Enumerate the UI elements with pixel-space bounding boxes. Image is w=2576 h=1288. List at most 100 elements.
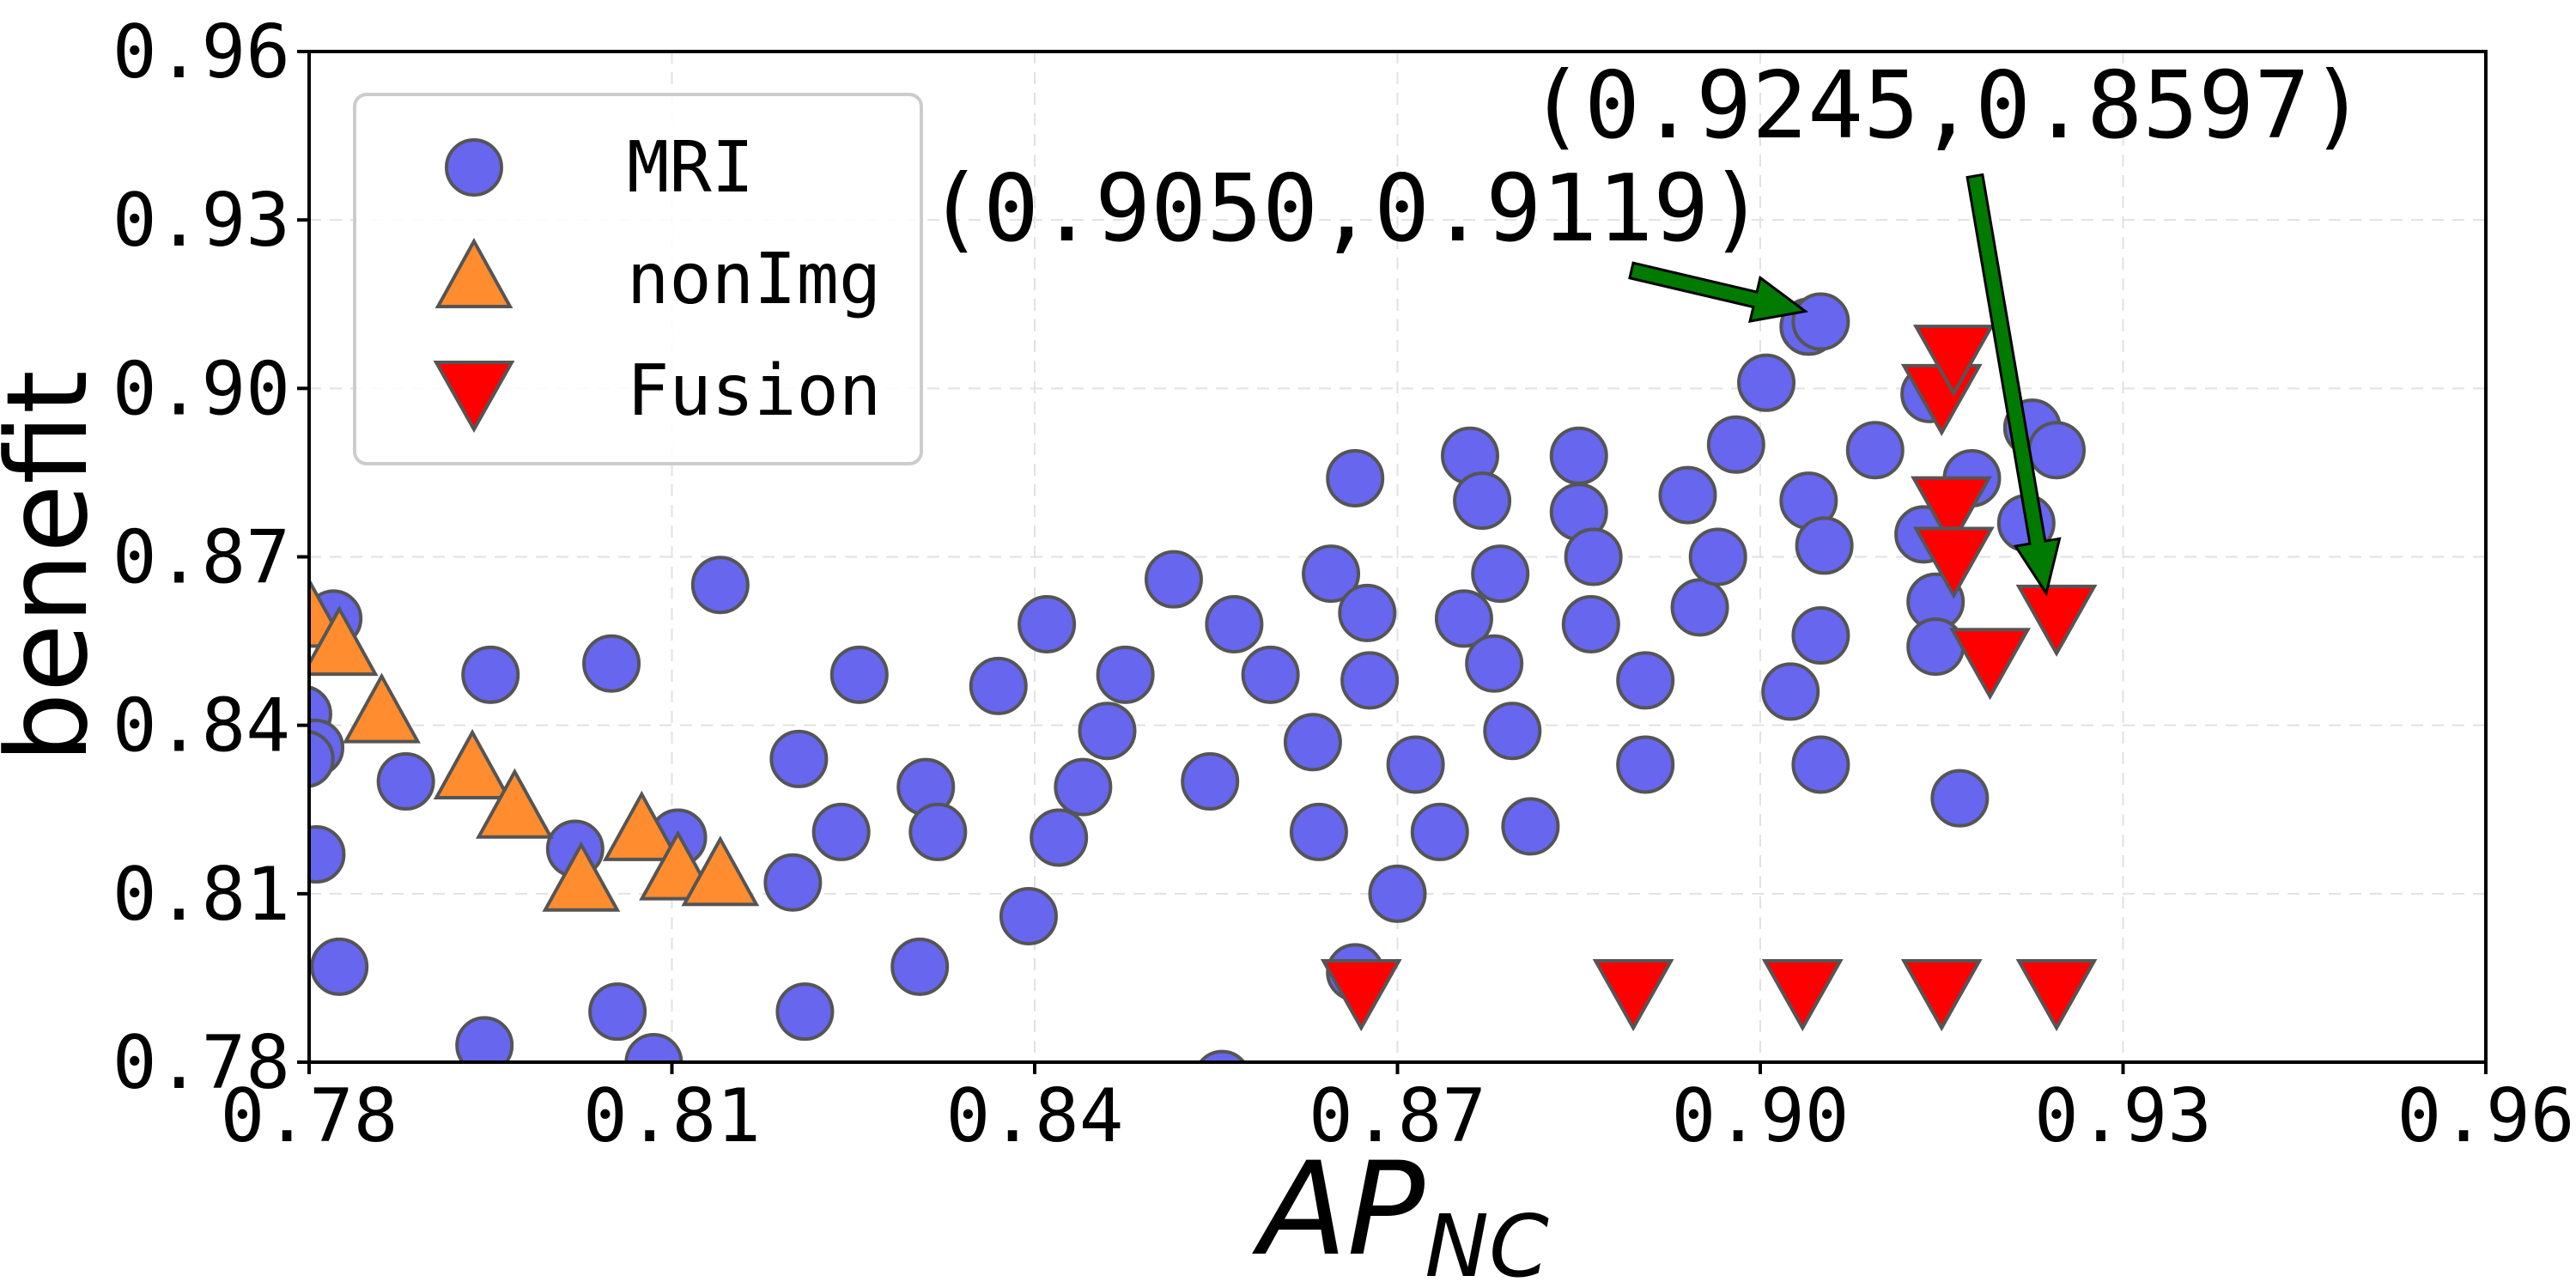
mri-point (588, 982, 647, 1042)
mri-point (1670, 578, 1729, 637)
fusion-point (1912, 526, 1995, 599)
mri-point (309, 825, 346, 884)
fusion-point (2015, 958, 2098, 1032)
nonimg-point (542, 841, 621, 912)
mri-point (1561, 594, 1620, 653)
fusion-point (1912, 325, 1995, 398)
mri-point (1018, 594, 1077, 653)
mri-point (1501, 797, 1560, 856)
fusion-point (1320, 958, 1402, 1032)
nonimg-point (681, 835, 760, 907)
legend-label-fusion: Fusion (627, 350, 881, 432)
mri-point (763, 853, 823, 912)
data-points (309, 292, 2098, 1062)
mri-point (1096, 645, 1155, 704)
fusion-point (1900, 958, 1983, 1032)
y-tick-label: 0.84 (112, 683, 290, 769)
nonimg-point (309, 605, 379, 677)
mri-point (1616, 651, 1675, 710)
mri-point (1688, 527, 1747, 586)
mri-point (1616, 735, 1675, 794)
nonimg-point (433, 728, 512, 799)
mri-point (1386, 735, 1445, 794)
mri-point (624, 1033, 683, 1062)
y-tick-label: 0.90 (112, 346, 290, 432)
mri-point (461, 645, 520, 704)
nonimg-point (476, 768, 554, 839)
mri-point (1906, 617, 1965, 677)
mri-point (310, 937, 369, 996)
mri-point (1453, 471, 1512, 531)
legend-marker-mri (445, 138, 503, 197)
x-tick-label: 0.90 (1671, 1073, 1849, 1159)
legend: MRI nonImg Fusion (353, 93, 923, 465)
mri-point (1549, 426, 1608, 485)
x-axis-label-main: AP (1252, 1135, 1425, 1285)
x-tick-label: 0.96 (2397, 1073, 2574, 1159)
mri-point (1483, 702, 1542, 761)
mri-point (1791, 735, 1850, 794)
mri-point (1706, 415, 1765, 474)
mri-point (908, 802, 968, 861)
fusion-point (2015, 584, 2098, 657)
mri-point (1283, 713, 1342, 772)
nonimg-point (343, 672, 421, 744)
annotation-label: (0.9245,0.8597) (1528, 52, 2366, 160)
mri-point (1791, 606, 1850, 665)
annotation-arrow (1965, 173, 2062, 597)
y-tick-label: 0.81 (112, 852, 290, 938)
fusion-point (1911, 476, 1992, 549)
fusion-point (1592, 958, 1674, 1032)
fusion-point (1949, 628, 2032, 701)
mri-point (1564, 527, 1623, 586)
legend-marker-fusion (433, 361, 515, 434)
mri-point (309, 730, 335, 788)
x-tick-label: 0.84 (945, 1073, 1123, 1159)
mri-point (769, 729, 829, 788)
mri-point (1198, 1049, 1247, 1062)
y-tick-label: 0.96 (112, 9, 290, 95)
mri-point (1761, 662, 1820, 721)
mri-point (1795, 516, 1854, 575)
axis-ticks: 0.78 0.81 0.84 0.87 0.90 0.93 0.96 0.78 0.81 0.84… (112, 9, 2575, 1159)
x-tick-label: 0.81 (583, 1073, 761, 1159)
mri-point (1434, 589, 1493, 648)
mri-point (1340, 651, 1400, 710)
mri-point (455, 1016, 514, 1062)
mri-point (829, 645, 889, 704)
mri-point (1326, 448, 1385, 507)
mri-point (1289, 802, 1348, 861)
mri-point (1144, 550, 1203, 609)
x-tick-label: 0.78 (220, 1073, 398, 1159)
x-axis-label: APNC (1252, 1135, 1549, 1288)
legend-label-nonimg: nonImg (627, 239, 881, 320)
mri-point (1078, 702, 1137, 761)
annotation-arrow (1628, 261, 1809, 324)
y-axis-label: benefit (0, 370, 112, 763)
mri-point (1205, 594, 1264, 653)
mri-point (1737, 353, 1796, 412)
mri-point (1658, 465, 1717, 525)
fusion-point (1761, 958, 1844, 1032)
mri-point (582, 634, 641, 693)
nonimg-point (602, 790, 681, 861)
mri-point (376, 752, 435, 811)
mri-point (2027, 421, 2087, 480)
mri-point (1410, 802, 1469, 861)
mri-point (775, 982, 835, 1042)
annotations: (0.9050,0.9119)(0.9245,0.8597) (927, 52, 2366, 597)
mri-point (1791, 292, 1850, 351)
mri-point (1471, 544, 1530, 604)
mri-point (1181, 752, 1240, 811)
mri-point (1030, 808, 1089, 867)
mri-point (1465, 634, 1524, 693)
mri-point (1302, 544, 1361, 604)
legend-marker-nonimg (434, 237, 513, 308)
mri-point (1054, 757, 1113, 817)
mri-point (1930, 769, 1990, 828)
y-tick-label: 0.78 (112, 1020, 290, 1106)
mri-point (1368, 864, 1427, 923)
y-tick-label: 0.87 (112, 515, 290, 601)
mri-point (811, 802, 871, 861)
